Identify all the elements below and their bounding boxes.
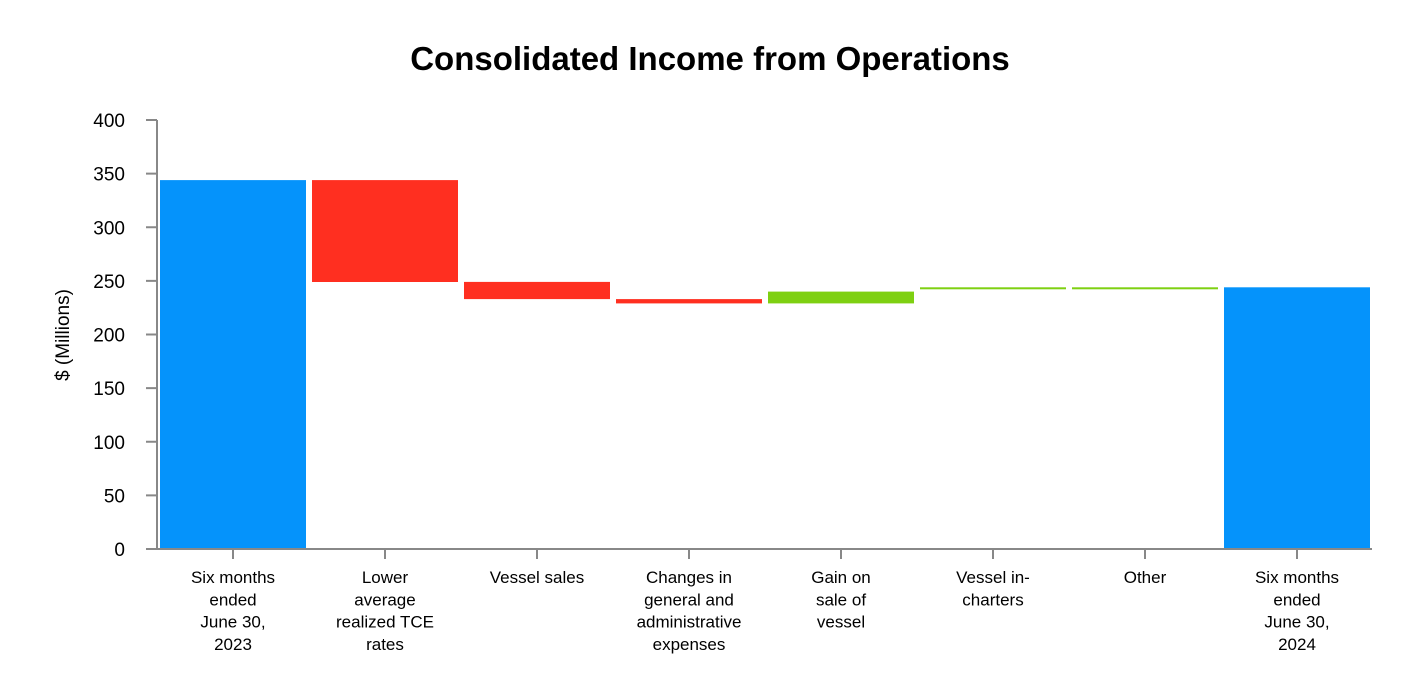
y-tick-label-0: 0 <box>114 540 125 561</box>
bar-6 <box>920 287 1066 290</box>
bars-group <box>160 180 1370 549</box>
y-tick-label-50: 50 <box>104 486 125 507</box>
y-tick-label-400: 400 <box>93 111 125 132</box>
bar-3 <box>464 281 610 300</box>
x-tick-label-2: Lower average realized TCE rates <box>336 568 434 654</box>
bar-1 <box>160 180 306 549</box>
bar-2 <box>312 180 458 282</box>
y-tick-label-250: 250 <box>93 272 125 293</box>
y-tick-label-200: 200 <box>93 326 125 347</box>
x-tick-label-7: Other <box>1124 568 1167 587</box>
x-tick-label-1: Six months ended June 30, 2023 <box>191 568 275 654</box>
chart-title: Consolidated Income from Operations <box>410 40 1010 77</box>
bar-7 <box>1072 287 1218 290</box>
x-tick-label-3: Vessel sales <box>490 568 585 587</box>
bar-8 <box>1224 287 1370 549</box>
y-tick-label-100: 100 <box>93 433 125 454</box>
x-tick-label-6: Vessel in-charters <box>956 568 1030 609</box>
x-tick-label-4: Changes in general and administrative expen… <box>637 568 742 654</box>
x-tick-label-5: Gain on sale of vessel <box>811 568 871 632</box>
bar-5 <box>768 291 914 304</box>
y-tick-label-300: 300 <box>93 218 125 239</box>
y-ticks-group: 0 50 100 150 200 250 300 350 400 <box>93 111 157 561</box>
y-tick-label-350: 350 <box>93 165 125 186</box>
x-tick-label-8: Six months ended June 30, 2024 <box>1255 568 1339 654</box>
x-ticks-group: Six months ended June 30, 2023 Lower average r… <box>191 549 1339 654</box>
y-tick-label-150: 150 <box>93 379 125 400</box>
bar-4 <box>616 299 762 304</box>
